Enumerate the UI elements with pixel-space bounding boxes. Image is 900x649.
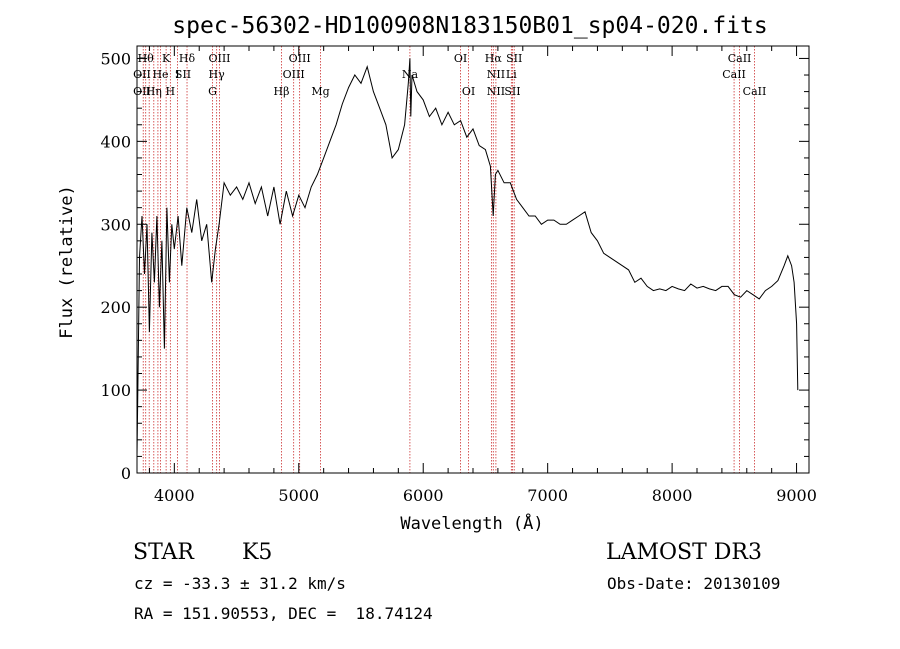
spectral-line-label: Mg: [311, 85, 329, 98]
spectral-line-label: G: [208, 85, 217, 98]
spectral-line-markers: [142, 46, 755, 473]
ra-dec-coordinates: RA = 151.90553, DEC = 18.74124: [134, 604, 433, 623]
spectral-line-label: Hβ: [274, 85, 290, 98]
x-axis-label: Wavelength (Å): [400, 512, 543, 534]
spectral-line-label: K: [162, 52, 171, 65]
spectral-line-label: Hη: [146, 85, 162, 98]
plot-frame: [136, 45, 810, 474]
spectral-line-label: He: [152, 68, 168, 81]
object-subclass: K5: [242, 540, 273, 565]
spectral-line-label: Li: [506, 68, 517, 81]
x-tick-label: 4000: [154, 486, 195, 505]
observation-date: Obs-Date: 20130109: [607, 574, 781, 593]
spectral-line-label: OI: [462, 85, 475, 98]
x-tick-label: 8000: [652, 486, 693, 505]
spectral-line-label: SII: [175, 68, 191, 81]
y-tick-label: 200: [100, 298, 131, 317]
spectral-line-label: Hδ: [179, 52, 196, 65]
spectral-line-label: I: [175, 68, 179, 81]
y-tick-label: 400: [100, 132, 131, 151]
spectral-line-label: Hγ: [209, 68, 226, 81]
x-tick-label: 6000: [403, 486, 444, 505]
redshift-cz: cz = -33.3 ± 31.2 km/s: [134, 574, 346, 593]
spectral-line-label: CaII: [743, 85, 767, 98]
spectral-line-label: OIII: [289, 52, 311, 65]
spectral-line-label: SII: [504, 85, 520, 98]
spectral-line-label: CaII: [728, 52, 752, 65]
spectral-line-label: NII: [487, 85, 505, 98]
survey-name: LAMOST DR3: [606, 540, 762, 565]
spectral-line-label: OIII: [208, 52, 230, 65]
x-axis-ticks: 4000 5000 6000 7000 8000 9000: [148, 46, 817, 505]
spectral-line-label: H: [166, 85, 176, 98]
spectral-line-label: SII: [506, 52, 522, 65]
y-tick-label: 0: [121, 464, 131, 483]
spectral-line-label: NII: [487, 68, 505, 81]
spectral-line-label: OIII: [283, 68, 305, 81]
y-axis-ticks: 0 100 200 300 400 500: [100, 49, 809, 483]
x-tick-label: 5000: [278, 486, 319, 505]
object-class: STAR: [133, 540, 194, 565]
spectral-line-label: Hα: [485, 52, 503, 65]
y-tick-label: 300: [100, 215, 131, 234]
chart-title: spec-56302-HD100908N183150B01_sp04-020.f…: [172, 13, 767, 39]
x-tick-label: 9000: [776, 486, 817, 505]
x-tick-label: 7000: [527, 486, 568, 505]
spectrum-line: [136, 58, 799, 457]
spectral-line-label: CaII: [722, 68, 746, 81]
spectral-line-label: OII: [133, 68, 151, 81]
y-tick-label: 500: [100, 49, 131, 68]
y-axis-label: Flux (relative): [57, 185, 77, 339]
y-tick-label: 100: [100, 381, 131, 400]
spectral-line-label: OI: [454, 52, 467, 65]
